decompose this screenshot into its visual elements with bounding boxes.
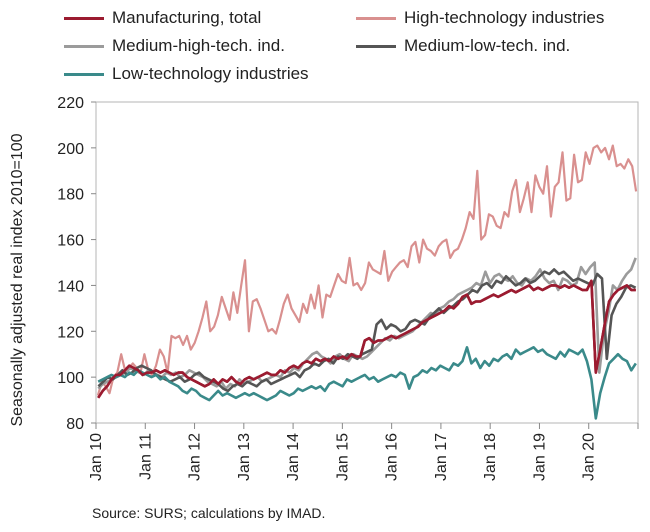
legend-label: Manufacturing, total — [112, 8, 262, 27]
legend-item-manufacturing: Manufacturing, total — [64, 8, 261, 28]
x-tick-label: Jan 15 — [334, 433, 351, 481]
legend-label: High-technology industries — [404, 8, 605, 27]
legend-item-medium-high: Medium-high-tech. ind. — [64, 36, 285, 56]
x-tick-label: Jan 20 — [581, 433, 598, 481]
y-tick-label: 80 — [66, 416, 84, 433]
x-tick-label: Jan 17 — [433, 433, 450, 481]
y-tick-label: 100 — [57, 370, 84, 387]
plot-frame — [95, 101, 639, 424]
series-line-medium-low-tech-ind — [97, 268, 637, 393]
y-tick-label: 180 — [57, 187, 84, 204]
series-line-low-technology-industries — [97, 345, 637, 420]
chart-legend: Manufacturing, total High-technology ind… — [0, 0, 650, 90]
y-tick-label: 200 — [57, 141, 84, 158]
y-tick-label: 220 — [57, 95, 84, 112]
legend-item-medium-low: Medium-low-tech. ind. — [356, 36, 570, 56]
y-tick-label: 120 — [57, 324, 84, 341]
legend-swatch — [356, 16, 396, 20]
legend-item-low-tech: Low-technology industries — [64, 64, 309, 84]
source-note: Source: SURS; calculations by IMAD. — [92, 505, 326, 521]
legend-item-high-tech: High-technology industries — [356, 8, 604, 28]
legend-label: Low-technology industries — [112, 64, 309, 83]
x-tick-label: Jan 16 — [384, 433, 401, 481]
legend-label: Medium-high-tech. ind. — [112, 36, 285, 55]
legend-swatch — [64, 44, 104, 48]
x-tick-label: Jan 14 — [285, 433, 302, 481]
x-tick-label: Jan 13 — [236, 433, 253, 481]
y-tick-label: 140 — [57, 278, 84, 295]
x-tick-label: Jan 19 — [531, 433, 548, 481]
x-tick-label: Jan 18 — [482, 433, 499, 481]
legend-swatch — [64, 16, 104, 20]
x-tick-label: Jan 12 — [187, 433, 204, 481]
series-line-high-technology-industries — [96, 144, 638, 396]
y-tick-label: 160 — [57, 233, 84, 250]
x-tick-label: Jan 11 — [137, 433, 154, 480]
legend-swatch — [356, 44, 396, 48]
legend-label: Medium-low-tech. ind. — [404, 36, 571, 55]
series-line-medium-high-tech-ind — [97, 257, 637, 390]
series-line-manufacturing-total-overlay — [97, 279, 636, 399]
legend-swatch — [64, 72, 104, 76]
x-tick-label: Jan 10 — [88, 433, 105, 481]
